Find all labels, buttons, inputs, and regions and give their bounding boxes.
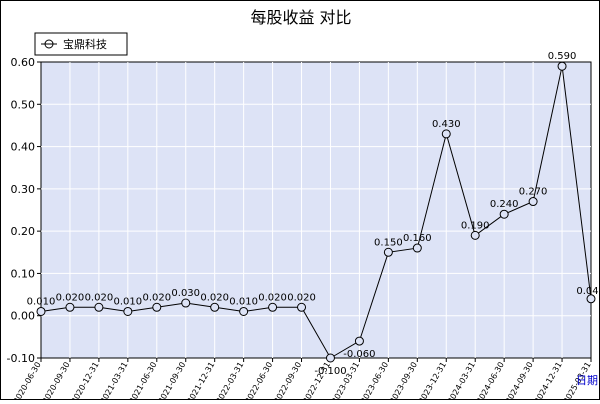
x-axis-label: 日期 xyxy=(576,374,598,387)
y-tick-label: 0.40 xyxy=(11,141,36,154)
data-point xyxy=(239,306,249,316)
data-point xyxy=(470,230,480,240)
x-tick-label: 2022-06-30 xyxy=(243,361,274,400)
x-tick-label: 2020-09-30 xyxy=(41,361,72,400)
data-point xyxy=(528,197,538,207)
data-point xyxy=(499,209,509,219)
data-point xyxy=(210,302,220,312)
data-points xyxy=(36,61,596,363)
data-point xyxy=(152,302,162,312)
data-point xyxy=(94,302,104,312)
x-tick-label: 2020-06-30 xyxy=(12,361,43,400)
chart-title: 每股收益 对比 xyxy=(250,8,351,27)
data-label: 0.010 xyxy=(27,296,56,307)
y-tick-label: -0.10 xyxy=(7,352,35,365)
data-label: 0.590 xyxy=(548,51,577,62)
x-tick-label: 2023-12-31 xyxy=(417,361,448,400)
x-tick-label: 2023-06-30 xyxy=(359,361,390,400)
x-tick-label: 2023-09-30 xyxy=(388,361,419,400)
data-label: 0.040 xyxy=(576,286,599,297)
x-tick-label: 2021-12-31 xyxy=(185,361,216,400)
data-label: 0.020 xyxy=(56,292,85,303)
y-tick-label: 0.10 xyxy=(11,267,36,280)
legend-marker xyxy=(44,39,54,49)
data-label: 0.160 xyxy=(403,233,432,244)
x-tick-label: 2021-06-30 xyxy=(127,361,158,400)
y-tick-label: 0.50 xyxy=(11,98,36,111)
data-labels: 0.010 0.020 0.020 0.010 0.020 0.030 0.020 0.010… xyxy=(27,51,600,377)
y-tick-label: 0.00 xyxy=(11,310,36,323)
x-axis-ticks: 2020-06-302020-09-302020-12-312021-03-31… xyxy=(12,358,593,404)
data-label: 0.020 xyxy=(142,292,171,303)
data-point xyxy=(268,302,278,312)
data-point xyxy=(354,336,364,346)
data-point xyxy=(123,306,133,316)
series-line xyxy=(40,66,592,359)
data-label: -0.060 xyxy=(343,349,375,360)
x-tick-label: 2022-09-30 xyxy=(272,361,303,400)
data-point xyxy=(441,129,451,139)
series xyxy=(40,66,592,359)
y-axis-ticks: -0.10 0.00 0.10 0.20 0.30 0.40 0.50 0.60 xyxy=(7,56,41,365)
data-label: 0.020 xyxy=(258,292,287,303)
data-point xyxy=(557,61,567,71)
x-tick-label: 2021-09-30 xyxy=(156,361,187,400)
data-label: 0.240 xyxy=(490,199,519,210)
x-tick-label: 2024-12-31 xyxy=(533,361,564,400)
y-tick-label: 0.60 xyxy=(11,56,36,69)
data-label: 0.190 xyxy=(461,220,490,231)
data-label: 0.010 xyxy=(114,296,143,307)
data-point xyxy=(412,243,422,253)
data-point xyxy=(181,298,191,308)
data-label: -0.100 xyxy=(314,366,346,377)
data-point xyxy=(297,302,307,312)
data-label: 0.430 xyxy=(432,119,461,130)
data-label: 0.020 xyxy=(287,292,316,303)
legend-box xyxy=(34,32,128,56)
x-tick-label: 2020-12-31 xyxy=(70,361,101,400)
data-point xyxy=(325,353,335,363)
y-tick-label: 0.20 xyxy=(11,225,36,238)
x-tick-label: 2024-06-30 xyxy=(475,361,506,400)
data-point xyxy=(36,306,46,316)
legend-label: 宝鼎科技 xyxy=(63,37,107,51)
y-tick-label: 0.30 xyxy=(11,183,36,196)
data-point xyxy=(383,247,393,257)
legend: 宝鼎科技 xyxy=(34,32,128,56)
data-label: 0.030 xyxy=(171,288,200,299)
data-label: 0.010 xyxy=(229,296,258,307)
x-tick-label: 2021-03-31 xyxy=(99,361,130,400)
data-label: 0.150 xyxy=(374,237,403,248)
x-tick-label: 2024-03-31 xyxy=(446,361,477,399)
data-label: 0.270 xyxy=(519,187,548,198)
x-tick-label: 2022-03-31 xyxy=(214,361,245,400)
data-point xyxy=(65,302,75,312)
plot-area xyxy=(40,61,592,359)
data-label: 0.020 xyxy=(85,292,114,303)
data-point xyxy=(586,294,596,304)
x-tick-label: 2024-09-30 xyxy=(504,361,535,400)
data-label: 0.020 xyxy=(200,292,229,303)
